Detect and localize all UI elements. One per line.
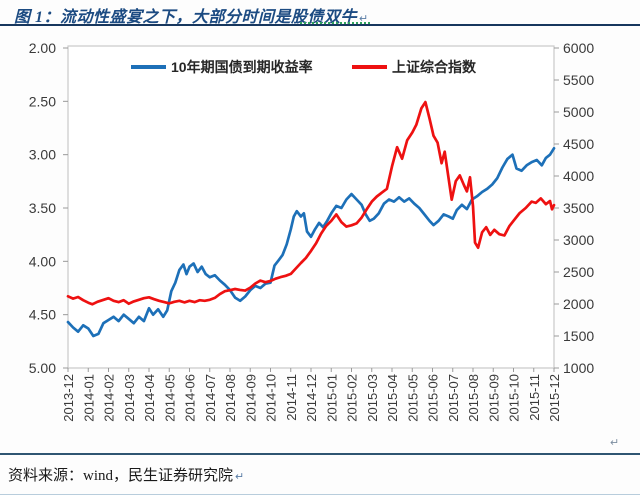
left-axis-label: 2.50 xyxy=(29,93,56,109)
x-axis-label: 2013-12 xyxy=(61,374,76,422)
x-axis-label: 2015-01 xyxy=(324,374,339,422)
left-axis-label: 2.00 xyxy=(29,40,56,56)
x-axis-label: 2015-10 xyxy=(507,374,522,422)
figure-title: 图 1：流动性盛宴之下，大部分时间是股债双牛 ↵ xyxy=(14,3,369,27)
right-axis-label: 1500 xyxy=(563,328,594,344)
x-axis-label: 2014-12 xyxy=(304,374,319,422)
x-axis-label: 2015-05 xyxy=(405,374,420,422)
legend-label-bond: 10年期国债到期收益率 xyxy=(171,59,313,75)
paragraph-mark-icon: ↵ xyxy=(359,13,369,25)
paragraph-mark-chart-icon: ↵ xyxy=(610,437,620,449)
x-axis-label: 2014-08 xyxy=(223,374,238,422)
x-axis-label: 2014-01 xyxy=(81,374,96,422)
source-note-text: 资料来源：wind，民生证券研究院 xyxy=(8,468,234,484)
source-footer-bar: 资料来源：wind，民生证券研究院 ↵ xyxy=(0,453,640,495)
x-axis-label: 2015-03 xyxy=(365,374,380,422)
right-axis-label: 4000 xyxy=(563,168,594,184)
x-axis-label: 2014-11 xyxy=(284,374,299,421)
figure-title-text: 图 1：流动性盛宴之下，大部分时间是股债双牛 xyxy=(14,9,358,26)
x-axis-label: 2015-08 xyxy=(466,374,481,422)
legend-label-index: 上证综合指数 xyxy=(392,59,477,75)
right-axis-label: 2500 xyxy=(563,264,594,280)
x-axis-label: 2014-09 xyxy=(243,374,258,422)
x-axis-label: 2015-02 xyxy=(345,374,360,422)
x-axis-label: 2015-07 xyxy=(446,374,461,422)
line-chart-canvas: 2.00 2.50 3.00 3.50 4.00 4.50 5.00 6000 5500 5000… xyxy=(29,40,595,422)
left-axis-label: 4.50 xyxy=(29,307,56,323)
right-axis-label: 4500 xyxy=(563,136,594,152)
spellcheck-squiggle xyxy=(300,20,370,24)
right-axis-label: 3000 xyxy=(563,232,594,248)
x-axis-label: 2015-12 xyxy=(547,374,562,422)
x-axis-label: 2014-06 xyxy=(183,374,198,422)
right-axis-label: 6000 xyxy=(563,40,594,56)
right-axis-label: 3500 xyxy=(563,200,594,216)
x-axis-label: 2014-04 xyxy=(142,374,157,422)
right-axis-label: 5500 xyxy=(563,72,594,88)
bond-yield-line xyxy=(66,146,556,338)
x-axis-label: 2014-07 xyxy=(203,374,218,422)
x-axis-label: 2014-03 xyxy=(122,374,137,422)
left-axis-label: 4.00 xyxy=(29,253,56,269)
left-axis-label: 3.00 xyxy=(29,147,56,163)
right-axis-label: 2000 xyxy=(563,296,594,312)
shanghai-index-line xyxy=(66,100,556,306)
right-axis-label: 1000 xyxy=(563,360,594,376)
paragraph-mark-footer-icon: ↵ xyxy=(235,471,245,483)
x-axis-label: 2015-06 xyxy=(426,374,441,422)
left-axis-label: 5.00 xyxy=(29,360,56,376)
x-axis-label: 2014-10 xyxy=(264,374,279,422)
x-axis-label: 2014-02 xyxy=(102,374,117,422)
x-axis-label: 2015-11 xyxy=(527,374,542,421)
x-axis-label: 2015-09 xyxy=(486,374,501,422)
x-axis-label: 2015-04 xyxy=(385,374,400,422)
source-note: 资料来源：wind，民生证券研究院 ↵ xyxy=(8,464,244,485)
right-axis-label: 5000 xyxy=(563,104,594,120)
x-axis-label: 2014-05 xyxy=(162,374,177,422)
left-axis-label: 3.50 xyxy=(29,200,56,216)
figure-title-bar: 图 1：流动性盛宴之下，大部分时间是股债双牛 ↵ xyxy=(0,0,640,26)
